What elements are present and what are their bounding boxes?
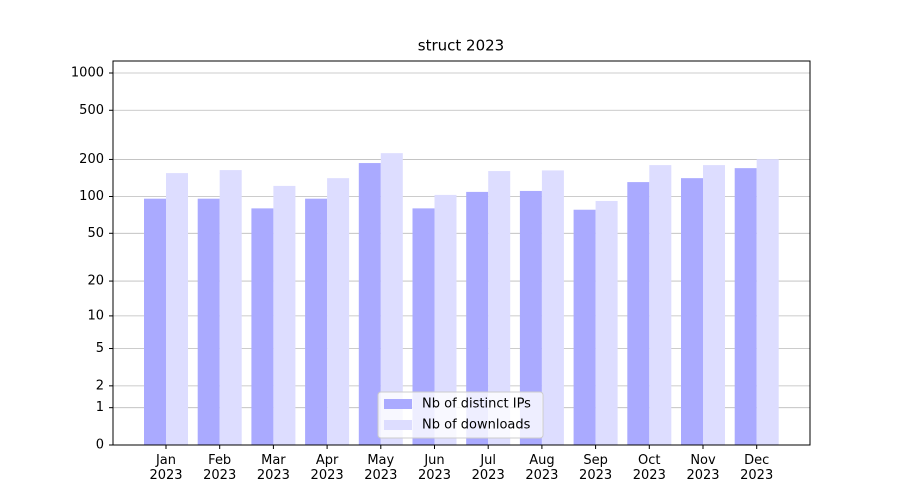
x-tick-label: Oct 2023 bbox=[632, 453, 666, 483]
x-tick-label: Jan 2023 bbox=[149, 453, 183, 483]
plot-frame bbox=[112, 60, 811, 446]
bar bbox=[412, 208, 435, 445]
bar bbox=[519, 190, 542, 445]
y-tick-label: 100 bbox=[79, 189, 104, 204]
bar bbox=[219, 170, 242, 445]
bar bbox=[197, 198, 220, 445]
legend-label: Nb of downloads bbox=[422, 418, 531, 433]
x-tick-label: Dec 2023 bbox=[740, 453, 774, 483]
bar bbox=[305, 198, 328, 445]
x-tick-label: Nov 2023 bbox=[686, 453, 720, 483]
x-tick-label: Sep 2023 bbox=[579, 453, 613, 483]
bar bbox=[573, 209, 596, 445]
bar bbox=[434, 194, 457, 445]
legend-swatch bbox=[384, 420, 412, 430]
bar bbox=[734, 168, 757, 445]
y-tick-label: 0 bbox=[96, 438, 104, 453]
x-tick-label: Mar 2023 bbox=[256, 453, 290, 483]
bar bbox=[251, 208, 274, 445]
x-tick-label: May 2023 bbox=[364, 453, 398, 483]
bar bbox=[466, 191, 489, 445]
bar bbox=[627, 182, 650, 445]
y-tick-label: 200 bbox=[79, 152, 104, 167]
y-tick-label: 10 bbox=[87, 308, 104, 323]
x-tick-label: Apr 2023 bbox=[310, 453, 344, 483]
y-tick-label: 50 bbox=[87, 226, 104, 241]
x-tick-label: Feb 2023 bbox=[203, 453, 237, 483]
bar bbox=[144, 198, 166, 445]
bar bbox=[488, 171, 511, 446]
bar bbox=[358, 163, 381, 446]
legend: Nb of distinct IPs Nb of downloads bbox=[377, 391, 544, 439]
bar bbox=[541, 170, 564, 445]
x-tick-label: Aug 2023 bbox=[525, 453, 559, 483]
bar bbox=[273, 185, 296, 445]
legend-label: Nb of distinct IPs bbox=[422, 397, 531, 412]
y-tick-label: 1 bbox=[96, 400, 104, 415]
bar bbox=[681, 178, 703, 445]
bar bbox=[703, 165, 725, 445]
bar bbox=[756, 159, 779, 445]
x-tick-label: Jun 2023 bbox=[417, 453, 452, 483]
bar bbox=[649, 165, 672, 445]
legend-box bbox=[377, 391, 544, 439]
bar bbox=[327, 178, 350, 445]
y-tick-label: 2 bbox=[96, 378, 104, 393]
legend-swatch bbox=[384, 399, 412, 409]
y-tick-label: 20 bbox=[87, 274, 104, 289]
x-tick-label: Jul 2023 bbox=[471, 453, 505, 483]
y-tick-label: 500 bbox=[79, 103, 104, 118]
bar bbox=[595, 200, 618, 445]
bar bbox=[166, 173, 188, 445]
y-tick-label: 5 bbox=[96, 341, 104, 356]
chart-title: struct 2023 bbox=[418, 37, 504, 55]
y-tick-label: 1000 bbox=[71, 66, 104, 81]
bar bbox=[380, 153, 403, 445]
